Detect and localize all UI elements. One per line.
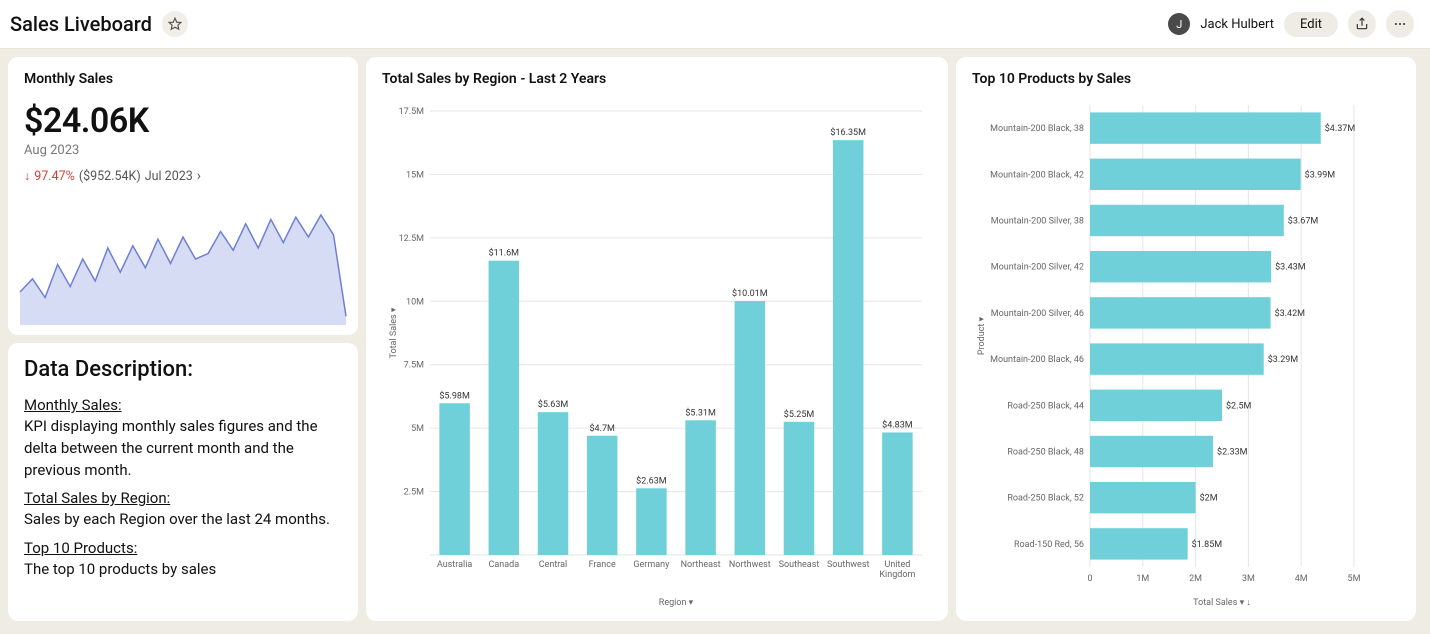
svg-text:15M: 15M bbox=[406, 170, 424, 180]
share-button[interactable] bbox=[1348, 10, 1376, 38]
svg-text:Mountain-200 Black, 46: Mountain-200 Black, 46 bbox=[990, 355, 1084, 365]
svg-text:4M: 4M bbox=[1295, 574, 1308, 584]
svg-text:$2.63M: $2.63M bbox=[636, 475, 667, 486]
topbar: Sales Liveboard J Jack Hulbert Edit bbox=[0, 0, 1430, 49]
description-section-body: The top 10 products by sales bbox=[24, 559, 342, 581]
svg-text:$3.42M: $3.42M bbox=[1275, 308, 1306, 319]
card-title: Monthly Sales bbox=[24, 71, 342, 87]
svg-text:0: 0 bbox=[1087, 574, 1092, 584]
svg-text:Mountain-200 Silver, 38: Mountain-200 Silver, 38 bbox=[991, 217, 1084, 227]
kpi-delta-abs: ($952.54K) bbox=[79, 169, 141, 184]
svg-text:Mountain-200 Silver, 46: Mountain-200 Silver, 46 bbox=[991, 309, 1084, 319]
svg-text:1M: 1M bbox=[1136, 574, 1149, 584]
svg-text:$3.67M: $3.67M bbox=[1288, 216, 1319, 227]
svg-text:$3.43M: $3.43M bbox=[1275, 262, 1306, 273]
svg-text:$4.7M: $4.7M bbox=[589, 423, 615, 434]
svg-text:Central: Central bbox=[539, 560, 568, 570]
svg-text:Australia: Australia bbox=[437, 560, 473, 570]
svg-text:Southwest: Southwest bbox=[827, 560, 870, 570]
description-section-title: Total Sales by Region: bbox=[24, 489, 342, 507]
kpi-date: Aug 2023 bbox=[24, 143, 342, 158]
svg-text:Southeast: Southeast bbox=[779, 560, 820, 570]
svg-text:Road-250 Black, 52: Road-250 Black, 52 bbox=[1007, 494, 1084, 504]
ellipsis-icon bbox=[1393, 17, 1407, 31]
svg-text:$3.29M: $3.29M bbox=[1268, 354, 1299, 365]
kpi-delta: ↓ 97.47% ($952.54K) Jul 2023 › bbox=[24, 168, 342, 184]
svg-text:$5.31M: $5.31M bbox=[685, 407, 716, 418]
svg-text:$4.83M: $4.83M bbox=[882, 419, 913, 430]
star-icon bbox=[168, 17, 182, 31]
favorite-button[interactable] bbox=[162, 11, 188, 37]
svg-text:$4.37M: $4.37M bbox=[1325, 123, 1356, 134]
svg-text:Mountain-200 Black, 42: Mountain-200 Black, 42 bbox=[990, 170, 1084, 180]
svg-text:5M: 5M bbox=[1348, 574, 1361, 584]
avatar[interactable]: J bbox=[1168, 13, 1190, 35]
svg-text:$2.5M: $2.5M bbox=[1226, 400, 1252, 411]
product-hbar-chart: 0 1M 2M 3M 4M 5M $4.37M Mountain-200 Black, 38 $… bbox=[972, 93, 1400, 613]
svg-text:$3.99M: $3.99M bbox=[1305, 169, 1336, 180]
card-monthly-sales[interactable]: Monthly Sales $24.06K Aug 2023 ↓ 97.47% … bbox=[8, 57, 358, 335]
svg-text:17.5M: 17.5M bbox=[399, 107, 425, 117]
svg-text:7.5M: 7.5M bbox=[404, 361, 424, 371]
svg-text:United: United bbox=[885, 560, 911, 570]
svg-text:Road-150 Red, 56: Road-150 Red, 56 bbox=[1014, 540, 1084, 550]
svg-text:2M: 2M bbox=[1189, 574, 1202, 584]
svg-text:5M: 5M bbox=[411, 424, 424, 434]
kpi-delta-prev: Jul 2023 bbox=[145, 169, 193, 184]
svg-text:Region ▾: Region ▾ bbox=[659, 598, 694, 608]
description-section-title: Top 10 Products: bbox=[24, 539, 342, 557]
svg-text:$5.25M: $5.25M bbox=[784, 409, 815, 420]
svg-text:10M: 10M bbox=[406, 297, 424, 307]
svg-text:Northwest: Northwest bbox=[729, 560, 771, 570]
dashboard-canvas: Monthly Sales $24.06K Aug 2023 ↓ 97.47% … bbox=[0, 49, 1430, 634]
svg-text:$16.35M: $16.35M bbox=[830, 127, 866, 138]
svg-text:$5.63M: $5.63M bbox=[538, 399, 569, 410]
chevron-right-icon: › bbox=[197, 168, 201, 184]
card-products-chart[interactable]: Top 10 Products by Sales 0 1M 2M 3M 4M 5M $4.3… bbox=[956, 57, 1416, 621]
region-bar-chart: 2.5M 5M 7.5M 10M 12.5M 15M 17.5M $5.98M Australi… bbox=[382, 93, 932, 613]
page-title: Sales Liveboard bbox=[10, 12, 152, 36]
svg-text:Canada: Canada bbox=[489, 560, 520, 570]
svg-text:Northeast: Northeast bbox=[681, 560, 721, 570]
description-heading: Data Description: bbox=[24, 357, 342, 382]
more-button[interactable] bbox=[1386, 10, 1414, 38]
svg-text:$10.01M: $10.01M bbox=[732, 288, 768, 299]
description-section-body: Sales by each Region over the last 24 mo… bbox=[24, 509, 342, 531]
svg-text:Total Sales ▾ ↓: Total Sales ▾ ↓ bbox=[1193, 598, 1251, 608]
svg-text:Total Sales ▾: Total Sales ▾ bbox=[389, 307, 399, 358]
kpi-sparkline bbox=[16, 211, 350, 329]
card-region-chart[interactable]: Total Sales by Region - Last 2 Years 2.5… bbox=[366, 57, 948, 621]
arrow-down-icon: ↓ bbox=[24, 169, 30, 184]
svg-text:$1.85M: $1.85M bbox=[1192, 539, 1223, 550]
svg-text:$11.6M: $11.6M bbox=[489, 248, 520, 259]
share-icon bbox=[1355, 17, 1369, 31]
user-name: Jack Hulbert bbox=[1200, 17, 1274, 32]
svg-text:Germany: Germany bbox=[633, 560, 670, 570]
svg-text:Product ▾: Product ▾ bbox=[977, 316, 987, 355]
card-title: Total Sales by Region - Last 2 Years bbox=[382, 71, 932, 87]
description-section-title: Monthly Sales: bbox=[24, 396, 342, 414]
edit-button[interactable]: Edit bbox=[1284, 12, 1338, 37]
svg-text:Mountain-200 Black, 38: Mountain-200 Black, 38 bbox=[990, 124, 1084, 134]
description-section-body: KPI displaying monthly sales figures and… bbox=[24, 416, 342, 481]
card-description[interactable]: Data Description: Monthly Sales: KPI disp… bbox=[8, 343, 358, 621]
svg-text:France: France bbox=[589, 560, 616, 570]
svg-text:Road-250 Black, 48: Road-250 Black, 48 bbox=[1007, 448, 1084, 458]
kpi-value: $24.06K bbox=[24, 101, 342, 141]
svg-text:Mountain-200 Silver, 42: Mountain-200 Silver, 42 bbox=[991, 263, 1084, 273]
svg-text:12.5M: 12.5M bbox=[399, 234, 425, 244]
svg-text:$2M: $2M bbox=[1200, 493, 1218, 504]
kpi-delta-pct: 97.47% bbox=[34, 169, 75, 184]
svg-text:2.5M: 2.5M bbox=[404, 488, 424, 498]
svg-text:Road-250 Black, 44: Road-250 Black, 44 bbox=[1007, 401, 1084, 411]
svg-text:$5.98M: $5.98M bbox=[439, 390, 470, 401]
svg-text:Kingdom: Kingdom bbox=[879, 570, 915, 580]
svg-text:3M: 3M bbox=[1242, 574, 1255, 584]
svg-text:$2.33M: $2.33M bbox=[1217, 447, 1248, 458]
card-title: Top 10 Products by Sales bbox=[972, 71, 1400, 87]
